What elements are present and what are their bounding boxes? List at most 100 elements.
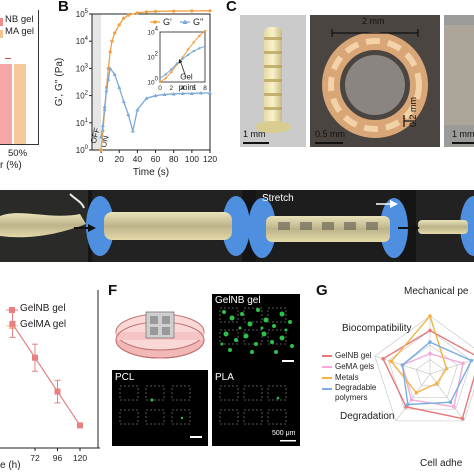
radar-point: [428, 351, 432, 356]
degradation-chart: 72 96 120: [0, 290, 100, 463]
panel-label-c: C: [226, 0, 237, 15]
radar-legend: GelNB gel GeMA gels Metals Degradable po…: [322, 350, 402, 403]
legend-marker-g-double-prime: [182, 19, 188, 24]
x-axis-label: r (%): [0, 160, 22, 171]
x-tick-label: 96: [53, 453, 63, 463]
x-tick-label: 120: [73, 453, 87, 463]
x-tick-label: 100: [185, 154, 199, 164]
data-point: [102, 104, 107, 108]
x-tick-label: 80: [169, 154, 179, 164]
panel-label-f: F: [108, 282, 118, 299]
inset-x-tick-label: 4: [181, 85, 185, 92]
data-point: [9, 320, 16, 327]
radar-point: [444, 366, 449, 371]
inset-data-point: [192, 49, 195, 53]
data-point: [77, 422, 83, 429]
y-tick-label: 100: [76, 145, 89, 155]
inset-data-point: [164, 73, 167, 76]
tile-label-pcl: PCL: [115, 372, 135, 383]
x-axis-title: Time (s): [133, 167, 169, 178]
inset-data-point: [186, 53, 190, 56]
radar-point: [381, 356, 385, 361]
data-point: [130, 128, 135, 133]
error-bar: [5, 58, 11, 59]
inset-x-tick-label: 0: [158, 85, 162, 92]
scale-label-0-5mm: 0.5 mm: [315, 129, 346, 139]
inset-y-tick-label: 102: [147, 52, 158, 62]
data-point: [112, 72, 117, 76]
inset-y-tick-label: 100: [147, 77, 158, 87]
radar-series: [401, 341, 473, 406]
petri-dish-illustration: [112, 296, 208, 366]
x-tick-label: 40: [133, 154, 143, 164]
data-point: [135, 107, 140, 112]
data-point: [99, 135, 104, 139]
inset-data-point: [198, 47, 201, 50]
tile-label-pla: PLA: [215, 372, 234, 383]
radar-axis-label-biocompatibility: Biocompatibility: [342, 323, 412, 334]
radar-spoke: [429, 359, 474, 375]
radar-legend-marker-gelnb: [322, 354, 332, 357]
fluorescence-tile-pcl: PCL: [112, 370, 208, 446]
y-tick-label: 104: [76, 36, 89, 46]
data-point: [198, 90, 203, 95]
y-tick-label: 101: [76, 118, 89, 128]
data-point: [54, 388, 61, 395]
radar-chart: [374, 314, 474, 422]
scale-label-500um: 500 μm: [272, 430, 296, 437]
inset-data-point: [158, 80, 162, 84]
x-axis-label-d: e (h): [0, 460, 21, 471]
data-point: [135, 11, 139, 15]
x-tick-label: 20: [114, 154, 124, 164]
y-axis-title: G', G'' (Pa): [54, 58, 65, 107]
data-point: [208, 9, 212, 13]
y-tick-label: 102: [76, 91, 89, 101]
radar-grid-ring: [415, 359, 445, 387]
inset-x-tick-label: 8: [203, 85, 207, 92]
radar-legend-label-metals: Metals: [335, 373, 359, 382]
bar-gelma: [14, 64, 26, 144]
scale-label-1mm: 1 mm: [243, 129, 266, 139]
series-line-gelnb: [12, 323, 81, 426]
inset-data-point: [198, 34, 201, 37]
data-point: [113, 31, 117, 35]
gel-point-arrowhead: [178, 58, 183, 64]
y-tick-label: 103: [76, 63, 89, 73]
data-point: [110, 39, 114, 43]
radar-legend-label-polymers: Degradable polymers: [335, 383, 377, 402]
radar-point: [461, 361, 465, 366]
radar-axis-label-degradation: Degradation: [340, 411, 395, 422]
radar-point: [460, 416, 465, 421]
legend-label-gelma-d: GelMA gel: [20, 319, 67, 330]
inset-x-tick-label: 6: [192, 85, 196, 92]
annotation-on: ON: [99, 134, 111, 148]
radar-grid-ring: [374, 315, 474, 422]
panel-a: NB gel MA gel 50% r (%): [0, 0, 50, 175]
tile-label-gelnb: GelNB gel: [215, 295, 261, 306]
gel-point-arrow: [179, 60, 187, 78]
radar-point: [400, 363, 405, 367]
photo-scaffold-closeup: 1 mm: [444, 15, 474, 147]
data-point: [122, 16, 126, 20]
bar-gelnb: [0, 64, 12, 144]
data-point: [104, 88, 109, 93]
stretch-label: Stretch: [262, 193, 294, 204]
tick-label: 50%: [8, 148, 28, 159]
radar-point: [435, 381, 439, 386]
fluorescence-tile-pla: PLA 500 μm: [212, 370, 300, 446]
legend-label-gelma: MA gel: [5, 26, 35, 37]
data-point: [189, 91, 194, 95]
fluorescence-tile-gelnb: GelNB gel: [212, 294, 300, 370]
radar-point: [452, 405, 456, 409]
radar-point: [406, 402, 410, 407]
radar-point: [414, 390, 419, 395]
radar-legend-item-gema: GeMA gels: [322, 361, 402, 372]
radar-series: [390, 314, 448, 394]
inset-data-point: [170, 71, 173, 74]
inset-data-point: [175, 62, 179, 65]
inset-data-point: [203, 29, 207, 33]
data-point: [153, 9, 158, 13]
radar-legend-marker-metals: [322, 376, 332, 379]
legend-swatch-gelnb: [0, 18, 3, 26]
radar-point: [469, 358, 474, 363]
